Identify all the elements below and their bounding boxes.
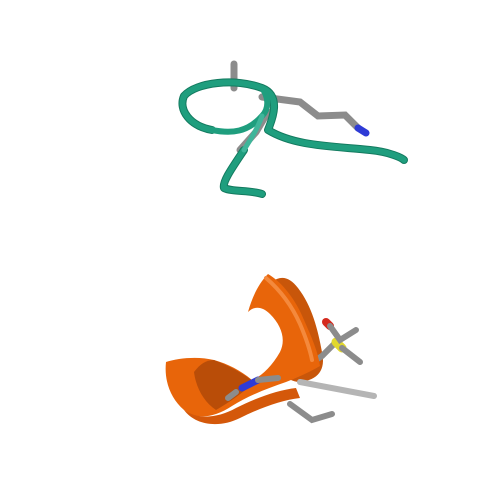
aliphatic-side-chain	[287, 401, 335, 424]
helix-lower-band	[184, 388, 300, 425]
helix-chain	[165, 274, 377, 425]
coil-tube	[179, 79, 407, 197]
side-chain-nitrogen	[354, 124, 370, 137]
side-chain-methyl	[339, 345, 363, 365]
coil-chain	[178, 60, 408, 198]
amide-side-chain	[225, 375, 281, 401]
side-chain-methyl-2	[327, 323, 359, 345]
helix-highlight	[264, 276, 314, 362]
coil-tube-descent	[241, 113, 265, 153]
lysine-like-side-chain	[258, 93, 362, 132]
helix-inner-face	[194, 360, 254, 410]
long-backbone-stick	[297, 379, 377, 399]
